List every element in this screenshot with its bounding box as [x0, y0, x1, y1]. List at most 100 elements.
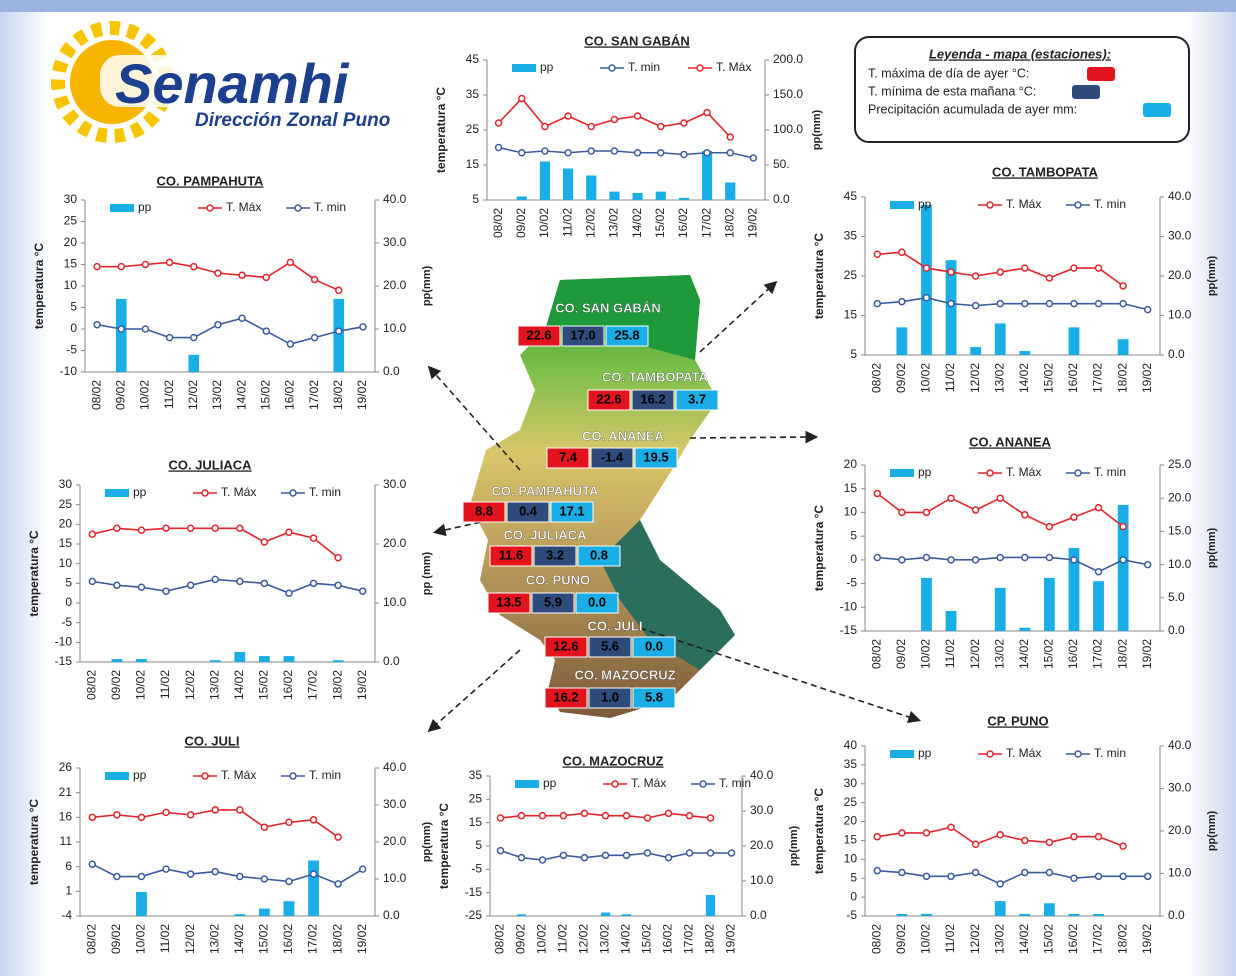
marker [1046, 524, 1052, 530]
y2-tick-label: 0.0 [383, 908, 400, 922]
legend-title: Leyenda - mapa (estaciones): [929, 46, 1111, 61]
x-tick-label: 19/02 [724, 924, 738, 954]
marker [94, 264, 100, 270]
y2-tick-label: 100.0 [773, 122, 803, 136]
y2-tick-label: 20.0 [1168, 823, 1192, 837]
y2-tick-label: 40.0 [383, 760, 407, 774]
y-tick-label: 25 [466, 122, 480, 136]
y-tick-label: -5 [471, 862, 482, 876]
marker [1120, 283, 1126, 289]
marker [874, 251, 880, 257]
x-tick-label: 14/02 [619, 924, 633, 954]
marker [923, 295, 929, 301]
marker [360, 866, 366, 872]
marker [899, 830, 905, 836]
station-value: 19.5 [643, 449, 668, 464]
station-value: 0.0 [588, 594, 606, 609]
marker [360, 588, 366, 594]
marker [311, 535, 317, 541]
marker [1046, 870, 1052, 876]
bar [116, 299, 127, 372]
marker [645, 850, 651, 856]
x-tick-label: 18/02 [1115, 363, 1129, 393]
marker [582, 855, 588, 861]
x-tick-label: 14/02 [1017, 639, 1031, 669]
x-tick-label: 16/02 [281, 924, 295, 954]
marker [603, 852, 609, 858]
x-tick-label: 09/02 [894, 924, 908, 954]
marker [1022, 512, 1028, 518]
legend-marker [987, 202, 993, 208]
x-tick-label: 09/02 [894, 639, 908, 669]
station-value: 22.6 [596, 391, 621, 406]
bar [210, 660, 221, 662]
legend-swatch [890, 469, 914, 477]
x-tick-label: 13/02 [992, 924, 1006, 954]
y-tick-label: 30 [59, 477, 73, 491]
y2-tick-label: 30.0 [1168, 781, 1192, 795]
x-tick-label: 12/02 [183, 670, 197, 700]
x-tick-label: 11/02 [556, 924, 570, 953]
x-tick-label: 08/02 [491, 208, 505, 238]
y-tick-label: -15 [465, 885, 483, 899]
y-tick-label: -15 [840, 623, 858, 637]
bar [1069, 914, 1080, 916]
station-value: 17.1 [559, 503, 584, 518]
x-tick-label: 12/02 [186, 380, 200, 410]
legend-swatch [515, 780, 539, 788]
y2-tick-label: 20.0 [383, 834, 407, 848]
station-value: 0.0 [645, 638, 663, 653]
marker [899, 299, 905, 305]
marker [312, 277, 318, 283]
x-tick-label: 09/02 [514, 924, 528, 954]
bar [308, 861, 319, 917]
legend-marker [1075, 202, 1081, 208]
legend-label: T. Máx [716, 60, 751, 74]
x-tick-label: 14/02 [630, 208, 644, 238]
bar [1069, 327, 1080, 355]
y-axis-title: temperatura °C [32, 243, 46, 329]
x-tick-label: 09/02 [109, 670, 123, 700]
marker [1096, 569, 1102, 575]
marker [335, 555, 341, 561]
marker [681, 120, 687, 126]
y2-tick-label: 40.0 [1168, 189, 1192, 203]
marker [263, 328, 269, 334]
marker [163, 588, 169, 594]
y-tick-label: 25 [844, 795, 858, 809]
legend-label: T. Máx [1006, 197, 1041, 211]
y-tick-label: -5 [846, 908, 857, 922]
y-tick-label: 11 [60, 834, 73, 848]
marker [142, 326, 148, 332]
marker [997, 495, 1003, 501]
bar [333, 660, 344, 662]
marker [658, 124, 664, 130]
y-axis-title: temperatura °C [812, 505, 826, 591]
bar [622, 914, 631, 916]
legend-swatch [890, 201, 914, 209]
station-value: 3.7 [688, 391, 706, 406]
y-tick-label: 5 [850, 347, 857, 361]
station-value: 5.8 [645, 689, 663, 704]
x-tick-label: 10/02 [919, 924, 933, 954]
x-tick-label: 10/02 [535, 924, 549, 954]
marker [188, 871, 194, 877]
marker [923, 554, 929, 560]
x-tick-label: 12/02 [183, 924, 197, 954]
marker [237, 525, 243, 531]
x-tick-label: 18/02 [722, 208, 736, 238]
station-value: 25.8 [614, 327, 639, 342]
y-axis-title: temperatura °C [27, 530, 41, 616]
legend-marker [987, 751, 993, 757]
marker [191, 335, 197, 341]
y-tick-label: 5 [475, 838, 482, 852]
y-tick-label: 26 [59, 760, 73, 774]
chart-title: CO. PAMPAHUTA [157, 173, 264, 188]
marker [167, 259, 173, 265]
x-tick-label: 09/02 [894, 363, 908, 393]
marker [923, 830, 929, 836]
marker [89, 814, 95, 820]
marker [973, 870, 979, 876]
station-value: 12.6 [553, 638, 578, 653]
y2-tick-label: 20.0 [383, 536, 407, 550]
